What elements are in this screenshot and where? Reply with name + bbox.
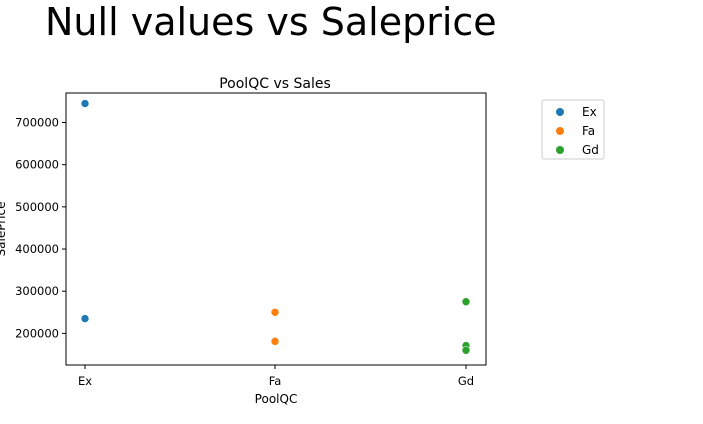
legend-marker-ex (556, 108, 564, 116)
x-axis-ticks: Ex Fa Gd (78, 365, 474, 388)
legend-label-ex: Ex (582, 105, 597, 119)
scatter-point-gd (461, 297, 471, 307)
x-axis-title: PoolQC (255, 392, 298, 406)
legend-label-fa: Fa (582, 124, 595, 138)
scatter-point-fa (270, 337, 280, 346)
scatter-points (80, 99, 471, 355)
y-tick-label: 200000 (15, 326, 59, 340)
plot-frame (65, 92, 487, 366)
x-tick-label: Gd (458, 374, 474, 388)
scatter-point-ex (80, 99, 90, 108)
x-tick-label: Ex (78, 374, 92, 388)
legend: Ex Fa Gd (541, 99, 605, 160)
x-tick-label: Fa (269, 374, 282, 388)
legend-marker-gd (556, 146, 564, 154)
legend-label-gd: Gd (582, 143, 599, 157)
y-tick-label: 300000 (15, 284, 59, 298)
y-axis-title: SalePrice (0, 202, 8, 257)
legend-marker-fa (556, 127, 564, 135)
y-tick-label: 700000 (15, 116, 59, 130)
y-axis-ticks: 200000 300000 400000 500000 600000 700000 (15, 116, 66, 340)
y-tick-label: 500000 (15, 200, 59, 214)
scatter-point-fa (270, 307, 280, 317)
page-title: Null values vs Saleprice (45, 0, 497, 44)
scatter-point-gd (461, 345, 471, 355)
y-tick-label: 600000 (15, 158, 59, 172)
y-tick-label: 400000 (15, 242, 59, 256)
scatter-point-ex (80, 314, 90, 323)
chart-title: PoolQC vs Sales (219, 76, 331, 92)
